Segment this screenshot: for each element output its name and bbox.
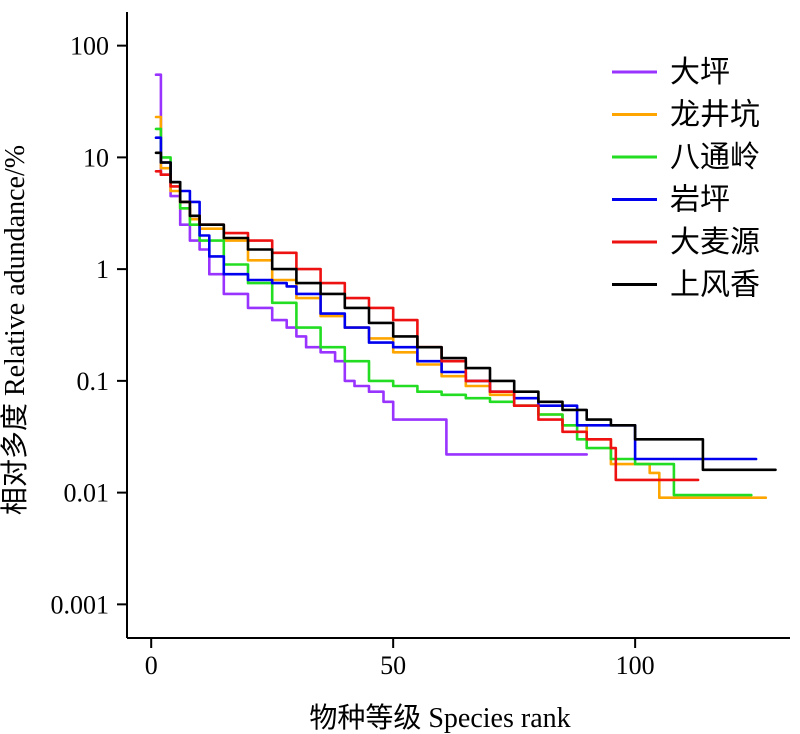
legend-label: 上风香 [670, 269, 760, 302]
x-tick-label: 100 [616, 651, 655, 680]
x-axis-title: 物种等级 Species rank [309, 702, 570, 734]
x-ticks: 0 50 100 [145, 638, 655, 680]
y-tick-label: 0.01 [64, 479, 110, 508]
x-tick-label: 50 [380, 651, 406, 680]
legend-label: 大坪 [670, 56, 730, 89]
y-tick-label: 1 [96, 255, 109, 284]
x-tick-label: 0 [145, 651, 158, 680]
y-tick-label: 0.1 [77, 367, 110, 396]
series-line-6 [154, 151, 777, 472]
y-tick-label: 100 [70, 32, 109, 61]
y-ticks: 100 10 1 0.1 0.01 0.001 [51, 32, 127, 619]
legend-label: 大麦源 [670, 226, 760, 259]
y-axis-title: 相对多度 Relative adundance/% [0, 145, 31, 515]
legend-label: 龙井坑 [670, 99, 760, 132]
legend-label: 八通岭 [670, 141, 760, 174]
y-tick-label: 0.001 [51, 590, 110, 619]
series-line-5 [154, 170, 700, 482]
series-line-4 [154, 136, 758, 461]
y-tick-label: 10 [83, 143, 109, 172]
plot-lines [154, 73, 777, 499]
legend-label: 岩坪 [670, 184, 730, 217]
